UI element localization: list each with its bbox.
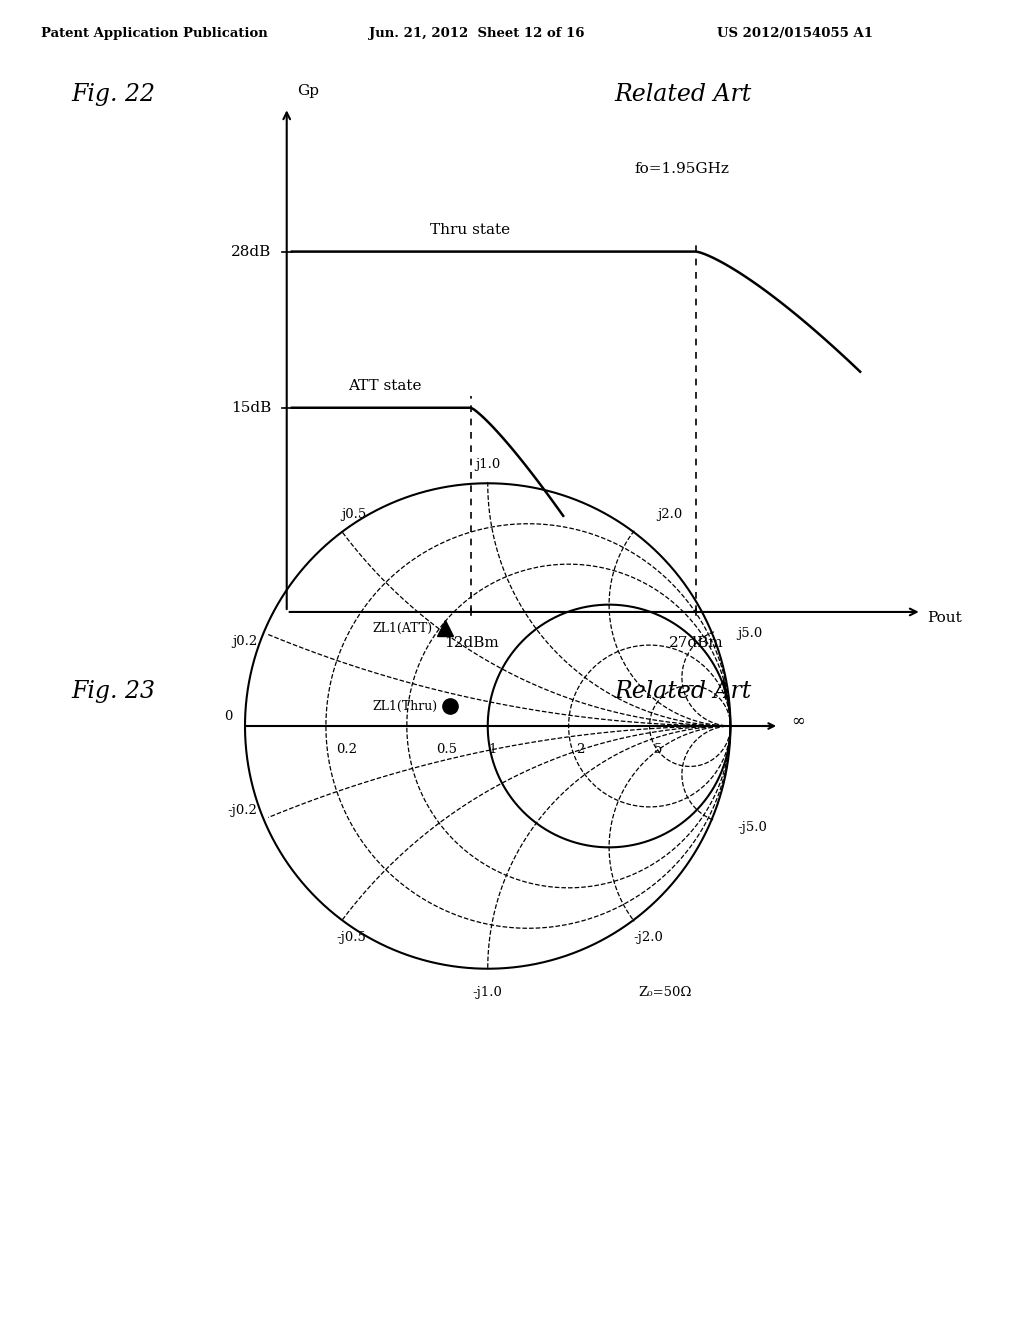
Text: 1: 1	[488, 743, 497, 756]
Text: 0.2: 0.2	[337, 743, 357, 756]
Text: Jun. 21, 2012  Sheet 12 of 16: Jun. 21, 2012 Sheet 12 of 16	[369, 26, 584, 40]
Text: j2.0: j2.0	[657, 508, 683, 521]
Text: Thru state: Thru state	[430, 223, 510, 236]
Text: -j1.0: -j1.0	[473, 986, 503, 999]
Text: -j5.0: -j5.0	[737, 821, 768, 834]
Text: Related Art: Related Art	[614, 680, 752, 702]
Text: ATT state: ATT state	[348, 379, 422, 393]
Text: -j2.0: -j2.0	[634, 931, 664, 944]
Text: -j0.5: -j0.5	[337, 931, 367, 944]
Text: j0.2: j0.2	[231, 635, 257, 648]
Text: Patent Application Publication: Patent Application Publication	[41, 26, 267, 40]
Text: 15dB: 15dB	[231, 401, 271, 414]
Text: Fig. 23: Fig. 23	[72, 680, 156, 702]
Text: ZL1(Thru): ZL1(Thru)	[373, 700, 437, 713]
Text: 2: 2	[575, 743, 584, 756]
Text: -j0.2: -j0.2	[227, 804, 257, 817]
Text: j5.0: j5.0	[737, 627, 763, 640]
Text: ZL1(ATT): ZL1(ATT)	[373, 622, 432, 635]
Text: 12dBm: 12dBm	[443, 636, 499, 649]
Text: ∞: ∞	[792, 713, 805, 730]
Text: Gp: Gp	[297, 84, 318, 99]
Text: Fig. 22: Fig. 22	[72, 83, 156, 107]
Text: Pout: Pout	[927, 611, 962, 624]
Text: j1.0: j1.0	[475, 458, 501, 471]
Text: 0: 0	[224, 710, 232, 723]
Text: 5: 5	[653, 743, 662, 756]
Text: fo=1.95GHz: fo=1.95GHz	[635, 161, 730, 176]
Text: j0.5: j0.5	[341, 508, 367, 521]
Text: 28dB: 28dB	[231, 244, 271, 259]
Text: US 2012/0154055 A1: US 2012/0154055 A1	[717, 26, 872, 40]
Text: Related Art: Related Art	[614, 83, 752, 107]
Text: Z₀=50Ω: Z₀=50Ω	[638, 986, 691, 999]
Text: 0.5: 0.5	[436, 743, 457, 756]
Text: 27dBm: 27dBm	[669, 636, 724, 649]
